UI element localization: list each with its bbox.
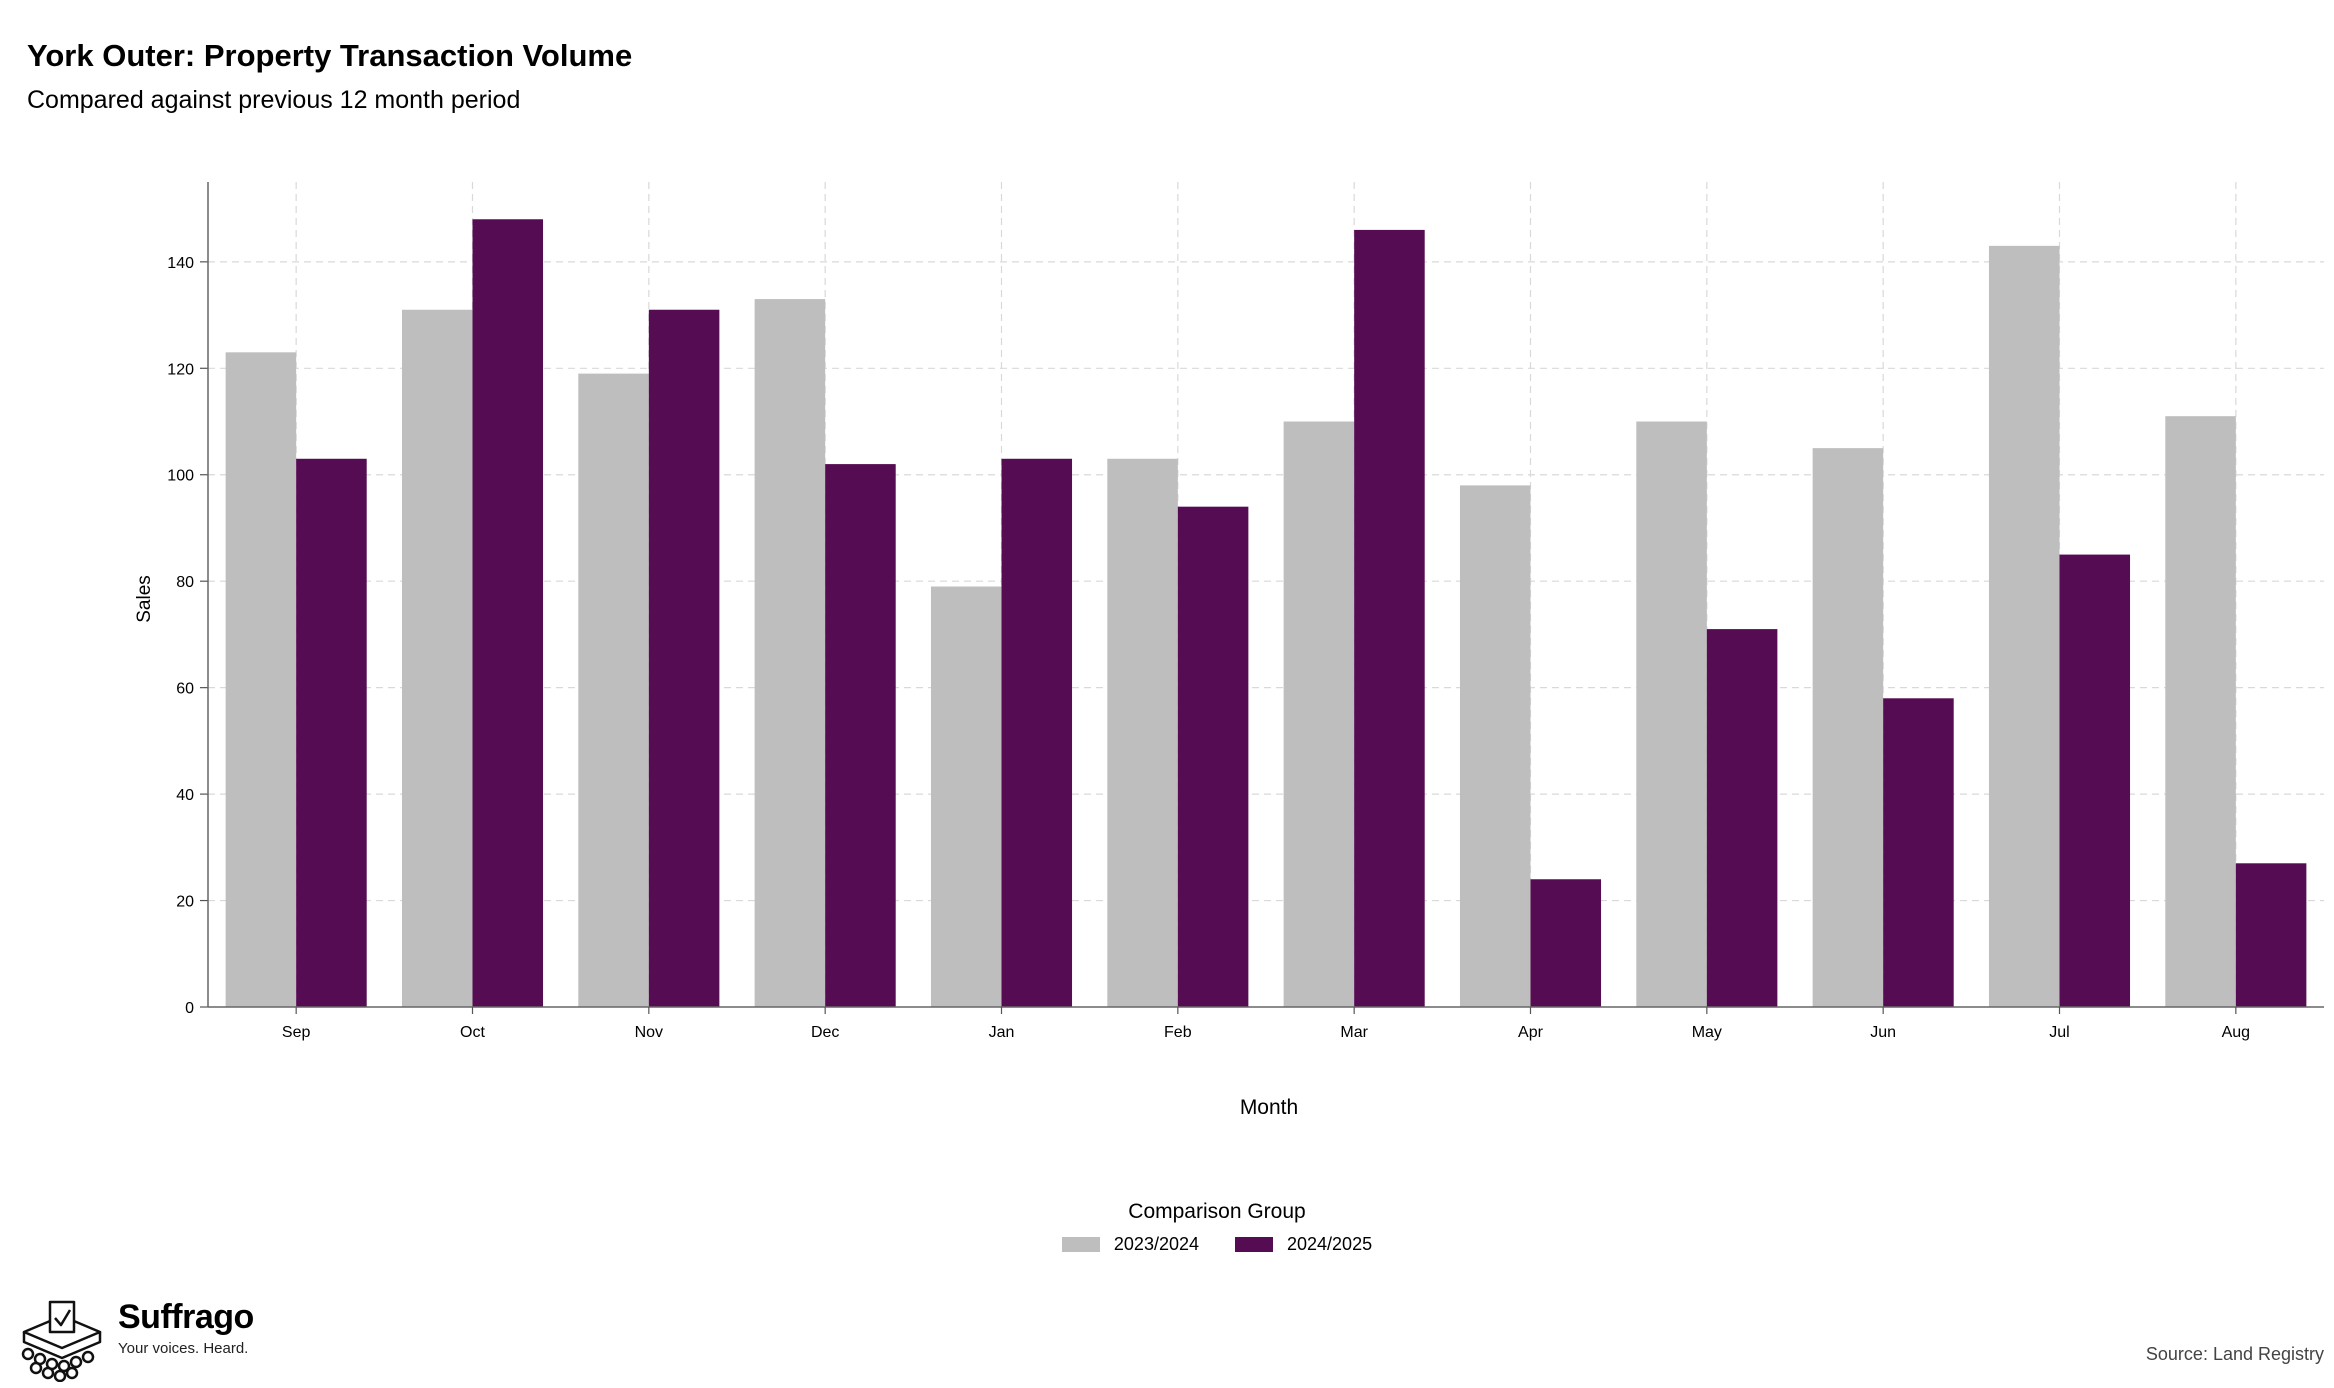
bar-2023-2024-jun xyxy=(1812,448,1884,1007)
bar-2023-2024-oct xyxy=(401,309,473,1007)
bar-2024-2025-jun xyxy=(1883,698,1954,1007)
axes: 0 20 40 60 80 100 120 140 Sep Oct Nov Dec Jan Feb Mar A… xyxy=(167,182,2324,1041)
legend-swatch-2024-2025 xyxy=(1235,1237,1273,1252)
bar-2024-2025-sep xyxy=(296,458,367,1008)
x-tick-label: Dec xyxy=(811,1024,839,1041)
bar-2023-2024-jan xyxy=(930,586,1002,1007)
legend: Comparison Group 2023/2024 2024/2025 xyxy=(0,1200,2334,1255)
x-axis-label: Month xyxy=(1240,1096,1298,1119)
bar-2024-2025-may xyxy=(1706,629,1778,1007)
legend-items: 2023/2024 2024/2025 xyxy=(100,1234,2334,1255)
bar-chart: 0 20 40 60 80 100 120 140 Sep Oct Nov Dec Jan Feb Mar A… xyxy=(134,182,2324,1119)
chart-subtitle: Compared against previous 12 month perio… xyxy=(27,86,521,114)
y-tick-label: 140 xyxy=(167,255,194,272)
bar-2024-2025-mar xyxy=(1354,229,1425,1008)
legend-item-2024-2025: 2024/2025 xyxy=(1235,1234,1372,1255)
x-tick-label: Sep xyxy=(282,1024,311,1041)
y-axis-label: Sales xyxy=(134,575,155,623)
bar-2023-2024-may xyxy=(1636,421,1707,1008)
bar-2023-2024-sep xyxy=(225,352,297,1007)
bar-2024-2025-apr xyxy=(1530,879,1602,1007)
suffrago-logo: Suffrago Your voices. Heard. xyxy=(14,1296,254,1382)
brand-tagline: Your voices. Heard. xyxy=(118,1340,249,1357)
bar-2024-2025-dec xyxy=(825,464,896,1007)
legend-label-2024-2025: 2024/2025 xyxy=(1287,1234,1373,1254)
bar-2024-2025-nov xyxy=(648,309,720,1007)
y-tick-label: 120 xyxy=(167,361,194,378)
y-tick-label: 100 xyxy=(167,468,194,485)
x-tick-label: May xyxy=(1692,1024,1722,1041)
bar-2024-2025-oct xyxy=(472,219,544,1008)
bar-2024-2025-jul xyxy=(2059,554,2131,1007)
y-tick-label: 80 xyxy=(176,574,194,591)
bar-2023-2024-aug xyxy=(2165,416,2236,1007)
legend-item-2023-2024: 2023/2024 xyxy=(1061,1234,1199,1255)
bar-2023-2024-mar xyxy=(1283,421,1355,1008)
legend-swatch-2023-2024 xyxy=(1061,1237,1100,1252)
x-tick-label: Mar xyxy=(1340,1024,1368,1041)
legend-label-2023-2024: 2023/2024 xyxy=(1113,1234,1199,1254)
x-tick-label: Nov xyxy=(635,1024,663,1041)
x-tick-label: Feb xyxy=(1164,1024,1192,1041)
x-tick-label: Jan xyxy=(989,1024,1015,1041)
bar-2023-2024-dec xyxy=(754,299,826,1007)
ballot-box-icon xyxy=(21,1300,102,1382)
bars xyxy=(225,219,2307,1008)
x-tick-label: Jun xyxy=(1870,1024,1896,1041)
chart-title: York Outer: Property Transaction Volume xyxy=(27,38,633,73)
y-tick-label: 20 xyxy=(176,894,194,911)
x-tick-label: Apr xyxy=(1518,1024,1544,1041)
bar-2024-2025-aug xyxy=(2235,863,2307,1007)
x-tick-label: Jul xyxy=(2049,1024,2069,1041)
legend-title: Comparison Group xyxy=(1128,1200,1306,1223)
y-tick-label: 60 xyxy=(176,681,194,698)
x-tick-label: Aug xyxy=(2222,1024,2250,1041)
bar-2023-2024-jul xyxy=(1988,245,2060,1007)
y-tick-label: 0 xyxy=(185,1000,194,1017)
bar-2024-2025-jan xyxy=(1001,458,1073,1008)
brand-name: Suffrago xyxy=(118,1298,254,1336)
bar-2024-2025-feb xyxy=(1177,506,1249,1007)
y-tick-label: 40 xyxy=(176,787,194,804)
source-note: Source: Land Registry xyxy=(2145,1344,2324,1364)
bar-2023-2024-apr xyxy=(1459,485,1531,1007)
bar-2023-2024-nov xyxy=(578,373,649,1007)
bar-2023-2024-feb xyxy=(1107,458,1178,1008)
x-tick-label: Oct xyxy=(460,1024,485,1041)
